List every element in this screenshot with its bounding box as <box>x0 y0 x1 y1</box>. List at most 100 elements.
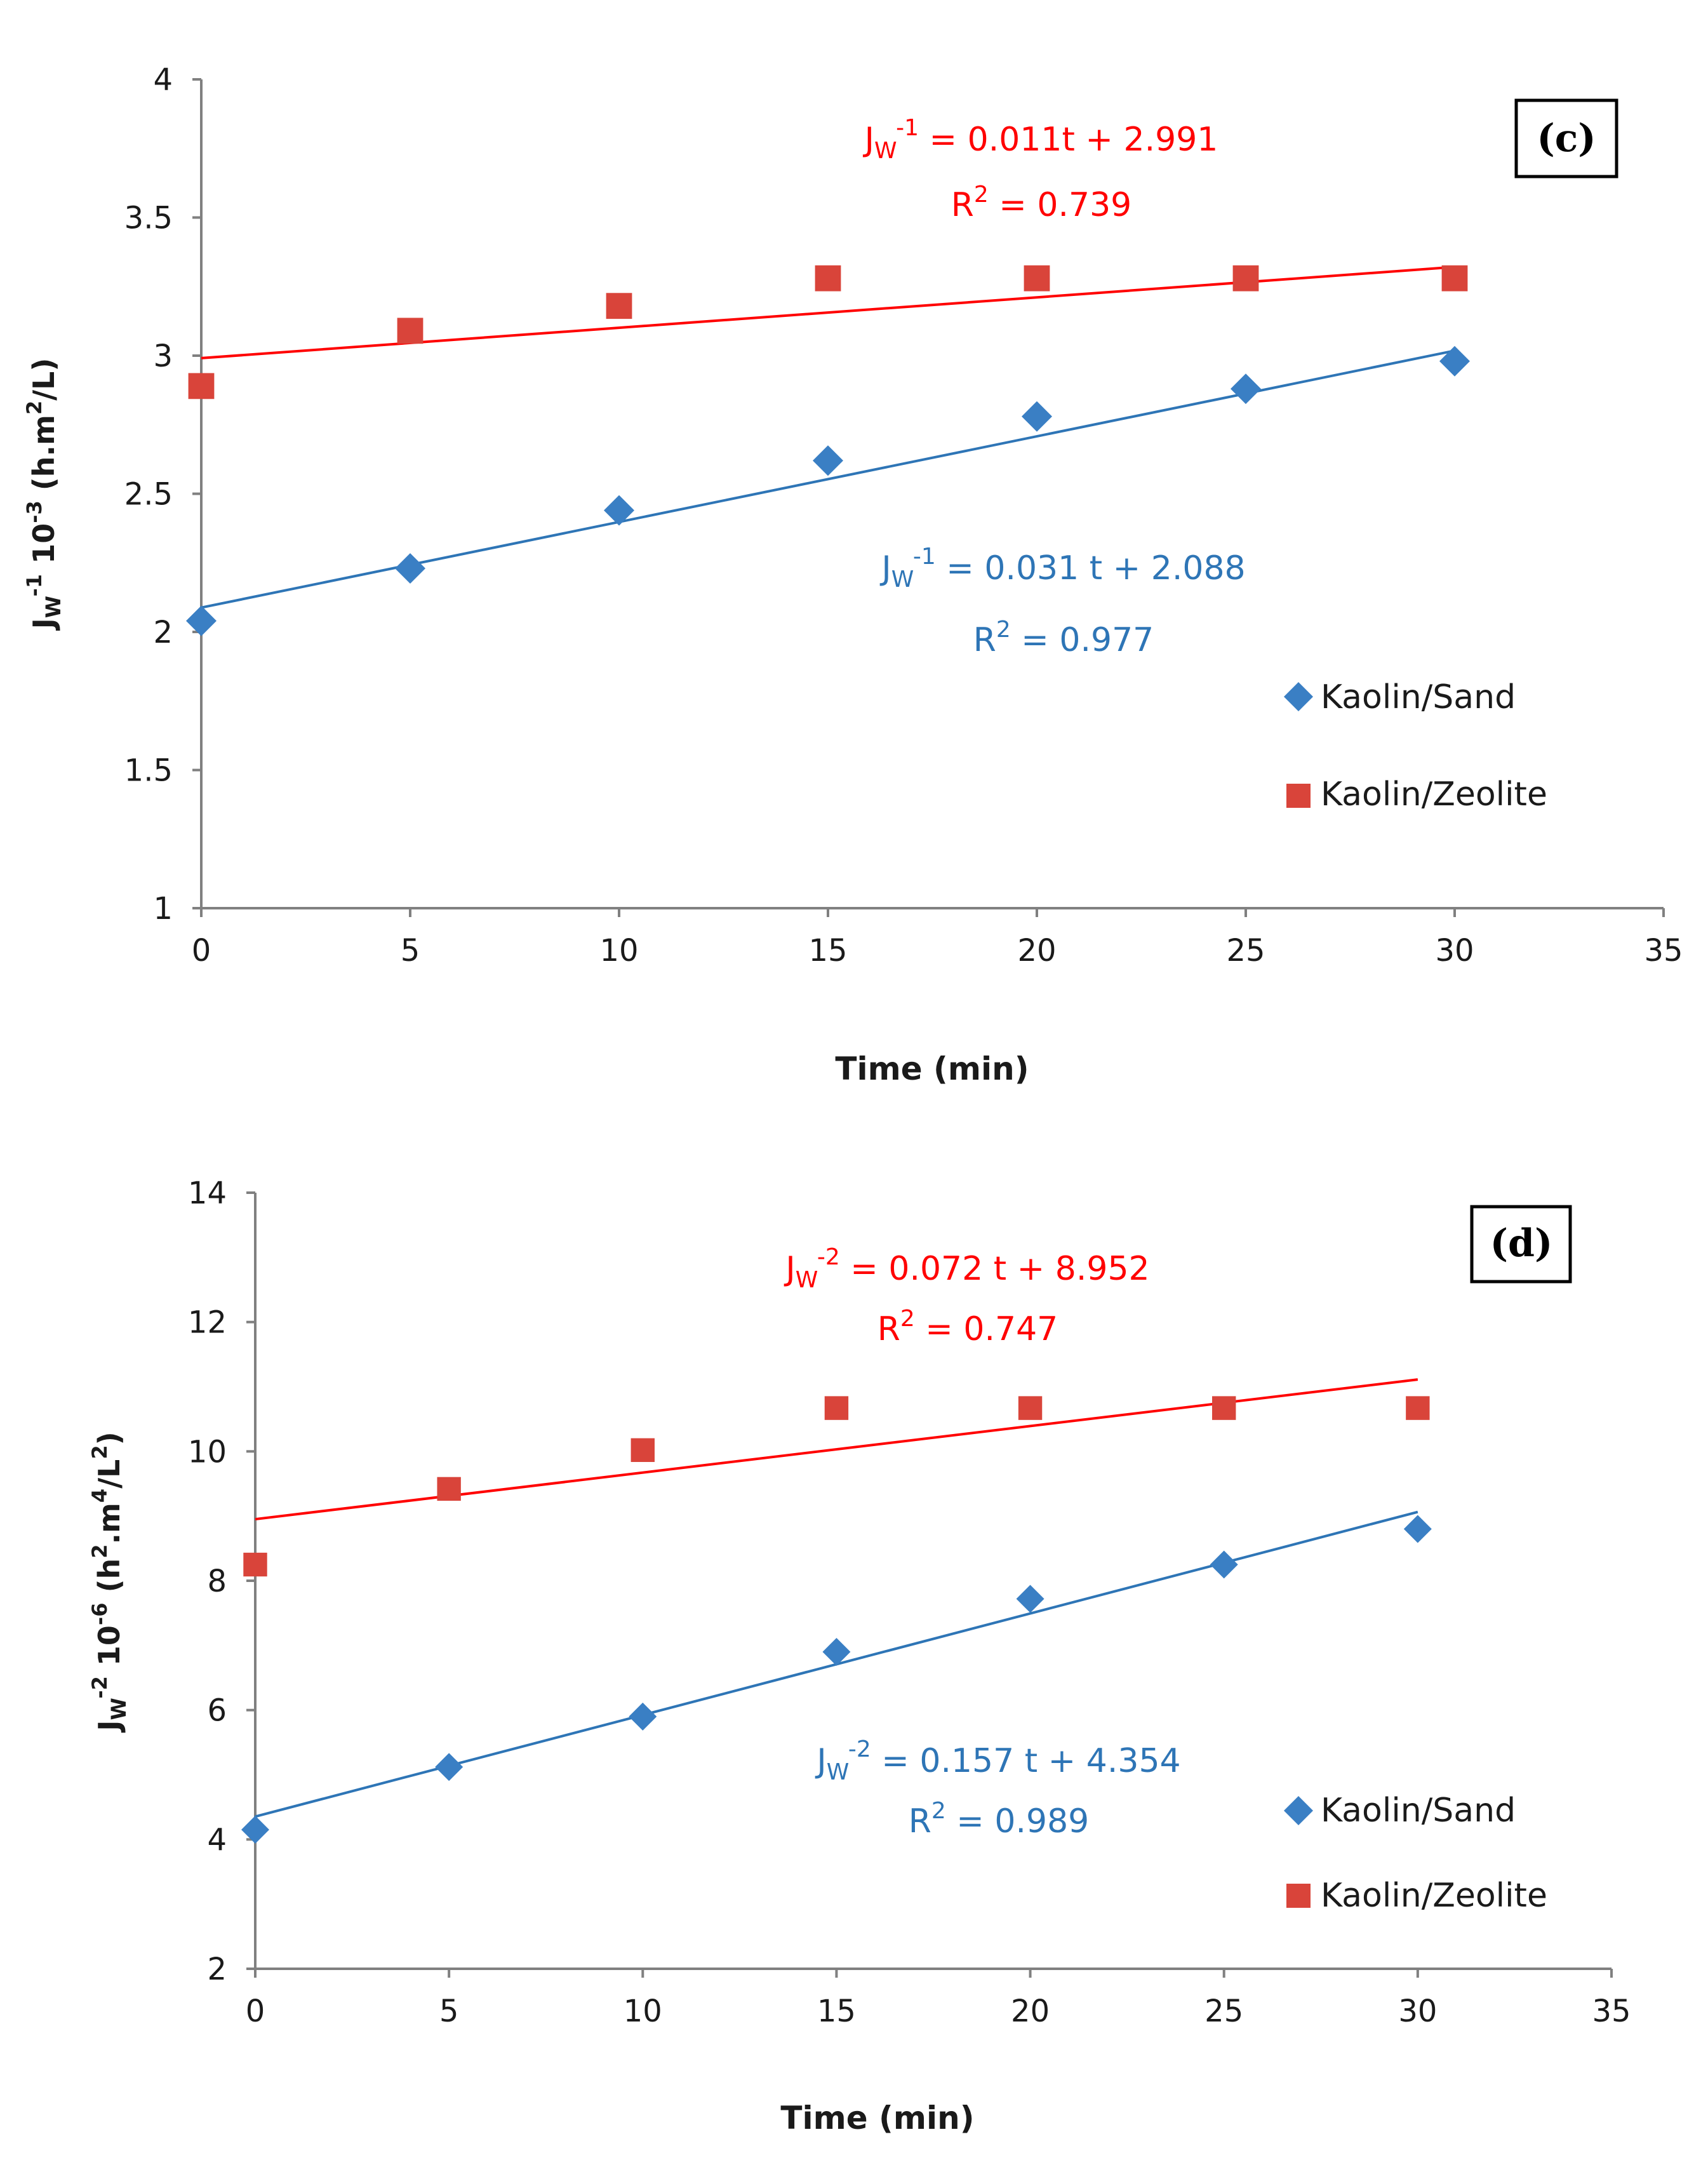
chart-c-sand-eq-rest: = 0.031 t + 2.088 <box>936 549 1246 587</box>
chart-d-sand-r2-sup: 2 <box>931 1798 946 1824</box>
chart-c-axis-ticks: 1 1.5 2 2.5 3 3.5 4 0 5 10 15 20 25 30 35 <box>124 62 1683 969</box>
chart-c-panel-label-box <box>1514 98 1618 178</box>
chart-c-zeolite-r2-r: R <box>951 186 974 224</box>
chart-d-ylabel-g: .m <box>92 1503 126 1544</box>
chart-c-x-tick-label: 0 <box>192 933 211 969</box>
chart-d-ylabel-i: /L <box>92 1459 126 1489</box>
chart-d-zeolite-point <box>243 1552 267 1577</box>
chart-c-zeolite-eq-sub: W <box>874 138 897 164</box>
chart-d-zeolite-point <box>630 1438 655 1462</box>
chart-c-zeolite-eq-j: J <box>863 121 874 159</box>
chart-c-points <box>186 265 1470 636</box>
chart-c-x-tick-label: 15 <box>808 933 847 969</box>
chart-c-sand-r2-sup: 2 <box>996 617 1011 643</box>
chart-c-panel-label: (c) <box>1537 116 1596 161</box>
chart-c-sand-point <box>1231 373 1261 405</box>
chart-d-ylabel-f: 2 <box>88 1544 112 1558</box>
chart-c-legend-sand-label: Kaolin/Sand <box>1321 678 1516 716</box>
chart-c-y-tick-label: 2.5 <box>124 477 173 513</box>
chart-d-zeolite-eq-sub: W <box>796 1267 818 1293</box>
chart-c-x-tick-label: 25 <box>1226 933 1265 969</box>
chart-d-sand-r2: R2 = 0.989 <box>909 1798 1090 1840</box>
chart-d-ylabel-k: ) <box>92 1431 126 1445</box>
chart-d-ylabel-d: -6 <box>88 1603 112 1626</box>
chart-d-x-tick-label: 25 <box>1204 1994 1243 2029</box>
chart-d-zeolite-point <box>1406 1396 1430 1420</box>
chart-d-legend-sand-label: Kaolin/Sand <box>1321 1792 1516 1830</box>
chart-d-legend-sand-marker <box>1284 1796 1313 1825</box>
chart-d-sand-point <box>629 1702 657 1731</box>
chart-d-axis-ticks: 2 4 6 8 10 12 14 0 5 10 15 20 25 30 35 <box>188 1176 1631 2029</box>
chart-d-panel-label-box <box>1470 1205 1572 1284</box>
chart-d-x-tick-label: 10 <box>624 1994 662 2029</box>
chart-d-x-tick-label: 5 <box>439 1994 459 2029</box>
chart-d-legend: Kaolin/Sand Kaolin/Zeolite <box>1284 1792 1547 1915</box>
chart-d-x-tick-label: 35 <box>1592 1994 1631 2029</box>
chart-d-x-tick-label: 15 <box>817 1994 856 2029</box>
chart-d-zeolite-point <box>437 1477 461 1501</box>
chart-c-y-tick-label: 3.5 <box>124 201 173 236</box>
chart-c-sand-point <box>813 445 843 476</box>
chart-c-ylabel-f: 2 <box>22 401 46 415</box>
chart-c-y-tick-label: 3 <box>153 339 173 374</box>
chart-c-legend: Kaolin/Sand Kaolin/Zeolite <box>1284 678 1547 814</box>
chart-d-y-tick-label: 6 <box>207 1693 227 1729</box>
chart-d-y-axis-title: JW-2 10-6 (h2.m4/L2) <box>88 1431 131 1733</box>
chart-c-sand-eq-j: J <box>879 549 891 587</box>
chart-c-y-tick-label: 2 <box>153 615 173 650</box>
chart-c-x-tick-label: 30 <box>1435 933 1474 969</box>
chart-d-sand-eq-sup: -2 <box>848 1736 871 1762</box>
chart-d-sand-point <box>1016 1585 1044 1613</box>
chart-c-zeolite-eq-rest: = 0.011t + 2.991 <box>919 121 1218 159</box>
chart-d-zeolite-r2-rest: = 0.747 <box>915 1310 1058 1348</box>
chart-d-zeolite-eq-rest: = 0.072 t + 8.952 <box>840 1250 1150 1288</box>
chart-c-x-tick-label: 5 <box>401 933 420 969</box>
chart-c-zeolite-point <box>1024 265 1050 292</box>
chart-d-sand-eq-sub: W <box>827 1759 849 1785</box>
chart-d-legend-zeolite-marker <box>1286 1884 1311 1908</box>
chart-d-sand-point <box>822 1638 851 1666</box>
chart-c-sand-eq-sup: -1 <box>913 544 936 570</box>
chart-c-ylabel-a: J <box>27 618 61 631</box>
chart-c-ylabel-d: -3 <box>22 500 46 523</box>
chart-d-ylabel-b: -2 <box>88 1676 112 1699</box>
chart-d-x-tick-label: 30 <box>1398 1994 1437 2029</box>
chart-c-y-axis-title: JW-1 10-3 (h.m2/L) <box>22 358 65 631</box>
chart-d-zeolite-point <box>1018 1396 1043 1420</box>
chart-d-sand-eq-rest: = 0.157 t + 4.354 <box>871 1742 1181 1780</box>
chart-d-legend-zeolite-label: Kaolin/Zeolite <box>1321 1877 1547 1915</box>
chart-d-ylabel-a-sub: W <box>107 1698 131 1720</box>
chart-c-x-tick-label: 20 <box>1017 933 1056 969</box>
chart-c-zeolite-point <box>606 293 632 319</box>
chart-d-zeolite-point <box>824 1396 849 1420</box>
chart-d-panel-label: (d) <box>1490 1221 1553 1266</box>
chart-c-zeolite-point <box>188 373 215 399</box>
chart-d-ylabel-a: J <box>92 1720 126 1733</box>
chart-d-zeolite-r2-r: R <box>877 1310 900 1348</box>
chart-c-ylabel-c: 10 <box>27 523 61 574</box>
chart-d-x-tick-label: 0 <box>246 1994 265 2029</box>
chart-c-y-tick-label: 1.5 <box>124 753 173 789</box>
chart-d-ylabel-c: 10 <box>92 1625 126 1676</box>
chart-c-ylabel-a-sub: W <box>41 596 65 618</box>
chart-c-x-axis-title: Time (min) <box>835 1050 1029 1087</box>
chart-d-y-tick-label: 12 <box>188 1305 227 1341</box>
chart-d-x-axis-title: Time (min) <box>780 2100 974 2136</box>
chart-c-y-tick-label: 1 <box>153 891 173 927</box>
chart-d-zeolite-r2-sup: 2 <box>900 1306 915 1332</box>
chart-c-sand-point <box>395 553 425 584</box>
chart-d-fit-lines <box>255 1378 1418 1818</box>
chart-d-y-tick-label: 14 <box>188 1176 227 1211</box>
chart-d-y-tick-label: 8 <box>207 1564 227 1599</box>
chart-d-ylabel-j: 2 <box>88 1445 112 1459</box>
chart-c-sand-r2: R2 = 0.977 <box>973 617 1154 659</box>
chart-c-zeolite-r2-sup: 2 <box>974 182 989 208</box>
chart-d-zeolite-equation: JW-2 = 0.072 t + 8.952 <box>784 1244 1149 1293</box>
chart-c-legend-sand-marker <box>1284 682 1313 711</box>
chart-d-sand-r2-r: R <box>909 1802 931 1840</box>
chart-c-zeolite-point <box>815 265 841 292</box>
chart-d-x-tick-label: 20 <box>1011 1994 1050 2029</box>
chart-d-sand-point <box>435 1753 464 1781</box>
chart-c-zeolite-eq-sup: -1 <box>896 115 919 141</box>
